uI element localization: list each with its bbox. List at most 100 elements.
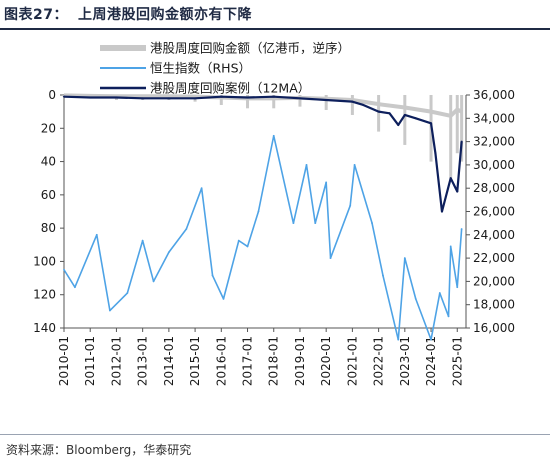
- left-tick-label: 40: [41, 155, 56, 169]
- chart-title: 图表27： 上周港股回购金额亦有下降: [4, 4, 252, 24]
- hsi-point: [325, 181, 328, 184]
- right-tick-label: 26,000: [473, 205, 515, 219]
- right-tick-label: 34,000: [473, 111, 515, 125]
- ma-point: [141, 97, 144, 100]
- hsi-point: [272, 134, 275, 137]
- hsi-point: [185, 228, 188, 230]
- right-tick-label: 28,000: [473, 181, 515, 195]
- right-tick-label: 22,000: [473, 251, 515, 265]
- title-rule: [0, 28, 550, 30]
- ma-point: [362, 103, 365, 106]
- legend: 港股周度回购金额（亿港币，逆序） 恒生指数（RHS） 港股周度回购案例（12MA）: [100, 41, 350, 96]
- source-note: 资料来源：Bloomberg，华泰研究: [6, 443, 192, 457]
- hsi-line: [63, 134, 463, 341]
- ma-point: [220, 95, 223, 98]
- ma-point: [298, 97, 301, 100]
- hsi-point: [237, 239, 240, 242]
- hsi-point: [456, 286, 459, 289]
- left-tick-label: 140: [33, 321, 56, 335]
- x-tick-label: 2015-01: [188, 336, 202, 386]
- hsi-point: [460, 228, 463, 230]
- hsi-point: [414, 297, 417, 300]
- right-tick-label: 32,000: [473, 135, 515, 149]
- hsi-point: [200, 187, 203, 190]
- hsi-point: [211, 274, 214, 277]
- ma-point: [388, 112, 391, 115]
- x-tick-label: 2010-01: [57, 336, 71, 386]
- hsi-point: [305, 164, 308, 166]
- hsi-point: [292, 222, 295, 225]
- legend-label: 港股周度回购案例（12MA）: [150, 81, 310, 96]
- hsi-point: [222, 297, 225, 300]
- ma-point: [449, 177, 452, 180]
- hsi-point: [371, 222, 373, 225]
- x-tick-label: 2024-01: [424, 336, 438, 386]
- hsi-point: [403, 257, 406, 259]
- hsi-point: [329, 257, 332, 259]
- right-tick-label: 16,000: [473, 321, 515, 335]
- hsi-point: [382, 274, 384, 277]
- hsi-point: [108, 309, 111, 312]
- right-tick-label: 36,000: [473, 88, 515, 102]
- chart-title-text: 上周港股回购金额亦有下降: [77, 7, 252, 23]
- left-tick-label: 100: [33, 254, 56, 268]
- ma-point: [194, 97, 197, 100]
- hsi-point: [246, 245, 249, 248]
- x-tick-label: 2021-01: [345, 336, 359, 386]
- right-tick-label: 18,000: [473, 298, 515, 312]
- x-tick-label: 2023-01: [398, 336, 412, 386]
- x-tick-label: 2016-01: [214, 336, 228, 386]
- x-tick-label: 2013-01: [136, 336, 150, 386]
- ma-point: [414, 117, 417, 120]
- chart-title-label: 图表27：: [4, 7, 68, 23]
- ma-point: [403, 113, 406, 116]
- hsi-point: [63, 268, 65, 271]
- hsi-point: [349, 204, 352, 207]
- left-tick-label: 80: [41, 221, 56, 235]
- x-tick-label: 2022-01: [372, 336, 386, 386]
- right-tick-label: 20,000: [473, 274, 515, 288]
- x-tick-label: 2011-01: [83, 336, 97, 386]
- ma-point: [430, 122, 433, 125]
- ma-point: [63, 95, 65, 98]
- left-tick-label: 0: [48, 88, 56, 102]
- hsi-point: [314, 222, 317, 225]
- ma-point: [167, 97, 170, 100]
- hsi-point: [167, 251, 170, 254]
- ma-point: [456, 190, 459, 193]
- chart-area: 0 20 40 60 80 100 120 140 16,000 18,000 20,000 22,0…: [33, 41, 515, 387]
- ma-point: [272, 95, 275, 98]
- left-tick-label: 20: [41, 121, 56, 135]
- ma-point: [377, 110, 380, 113]
- hsi-point: [257, 210, 260, 213]
- hsi-point: [126, 292, 129, 294]
- hsi-point: [449, 245, 452, 248]
- hsi-point: [152, 280, 155, 283]
- hsi-point: [141, 239, 144, 242]
- ma-point: [351, 100, 354, 103]
- ma-line: [63, 95, 463, 213]
- right-tick-label: 30,000: [473, 158, 515, 172]
- hsi-point: [438, 292, 441, 294]
- series-amount: [62, 93, 464, 179]
- x-tick-label: 2020-01: [319, 336, 333, 386]
- hsi-point: [95, 233, 98, 236]
- ma-point: [89, 96, 92, 99]
- x-tick-label: 2014-01: [162, 336, 176, 386]
- left-tick-label: 60: [41, 188, 56, 202]
- ma-point: [434, 152, 437, 155]
- x-tick-label: 2017-01: [241, 336, 255, 386]
- hsi-point: [74, 286, 76, 289]
- ma-point: [460, 140, 463, 143]
- legend-label: 港股周度回购金额（亿港币，逆序）: [150, 41, 350, 56]
- legend-label: 恒生指数（RHS）: [150, 61, 251, 76]
- hsi-point: [353, 164, 356, 166]
- hsi-point: [430, 338, 432, 341]
- right-tick-label: 24,000: [473, 228, 515, 242]
- hsi-point: [447, 315, 450, 318]
- x-tick-label: 2019-01: [293, 336, 307, 386]
- ma-point: [246, 96, 249, 99]
- ma-point: [325, 98, 328, 101]
- hsi-point: [397, 338, 400, 341]
- left-tick-label: 120: [33, 288, 56, 302]
